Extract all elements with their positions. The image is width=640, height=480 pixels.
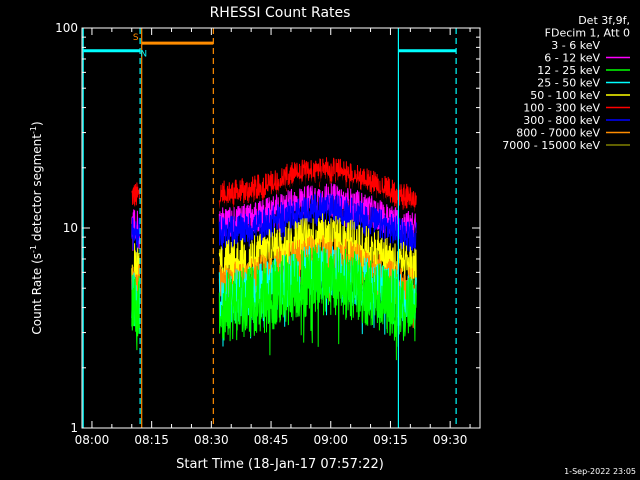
- legend-label-8: 7000 - 15000 keV: [502, 139, 600, 152]
- legend-header-1: FDecim 1, Att 0: [545, 27, 630, 40]
- y-tick-label-0: 1: [70, 421, 78, 435]
- legend-label-0: 3 - 6 keV: [551, 39, 600, 52]
- legend-label-7: 800 - 7000 keV: [516, 127, 600, 140]
- legend-label-1: 6 - 12 keV: [544, 52, 600, 65]
- x-tick-label-3: 08:45: [254, 433, 289, 447]
- marker-layer: SN: [82, 28, 457, 428]
- x-tick-label-4: 09:00: [313, 433, 348, 447]
- x-tick-label-2: 08:30: [194, 433, 229, 447]
- series-line-3-1: [218, 192, 417, 254]
- marker-label-1: N: [140, 50, 147, 60]
- x-tick-label-1: 08:15: [134, 433, 169, 447]
- legend-label-6: 300 - 800 keV: [523, 114, 600, 127]
- series-line-0-0: [131, 182, 141, 207]
- legend-label-4: 50 - 100 keV: [530, 89, 600, 102]
- series-line-7-0: [131, 274, 141, 351]
- legend-label-2: 12 - 25 keV: [537, 64, 600, 77]
- data-layer: [131, 157, 417, 361]
- series-line-7-1: [218, 244, 417, 361]
- timestamp: 1-Sep-2022 23:05: [564, 467, 636, 476]
- y-axis-label: Count Rate (s-1 detector segment-1): [29, 121, 44, 334]
- legend-label-5: 100 - 300 keV: [523, 102, 600, 115]
- y-tick-label-1: 10: [63, 221, 78, 235]
- x-tick-label-5: 09:15: [373, 433, 408, 447]
- x-axis-label: Start Time (18-Jan-17 07:57:22): [176, 457, 384, 472]
- axis-layer: 08:00 08:15 08:30 08:45 09:00 09:15 09:30 1 10 10…: [55, 21, 480, 447]
- legend-header-0: Det 3f,9f,: [578, 14, 630, 27]
- x-tick-label-0: 08:00: [75, 433, 110, 447]
- marker-label-0: S: [133, 33, 139, 43]
- x-tick-label-6: 09:30: [433, 433, 468, 447]
- y-tick-label-2: 100: [55, 21, 78, 35]
- series-line-3-0: [131, 217, 141, 262]
- chart-title: RHESSI Count Rates: [210, 5, 351, 21]
- legend-label-3: 25 - 50 keV: [537, 77, 600, 90]
